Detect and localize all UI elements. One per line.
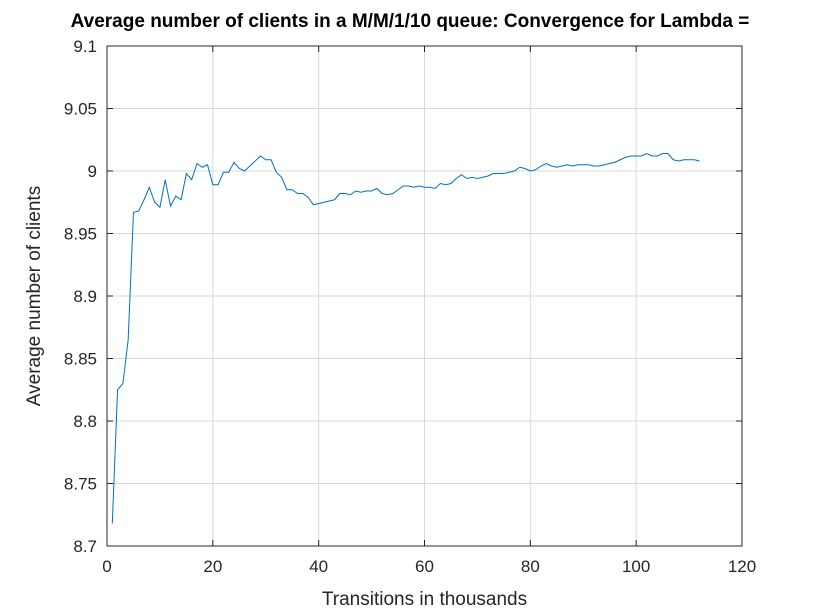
y-tick-label: 9.1 xyxy=(73,37,97,56)
y-tick-label: 8.75 xyxy=(64,475,97,494)
y-axis-label: Average number of clients xyxy=(24,186,45,406)
x-tick-label: 100 xyxy=(622,557,650,576)
series-layer xyxy=(111,152,700,524)
y-tick-label: 8.8 xyxy=(73,412,97,431)
y-gridlines xyxy=(107,45,742,547)
x-axis-label: Transitions in thousands xyxy=(322,589,527,610)
x-tick-label: 80 xyxy=(521,557,540,576)
chart-title: Average number of clients in a M/M/1/10 … xyxy=(71,11,750,32)
x-tick-label: 40 xyxy=(309,557,328,576)
x-tick-label: 120 xyxy=(728,557,756,576)
x-tick-label: 60 xyxy=(415,557,434,576)
y-tick-label: 8.85 xyxy=(64,350,97,369)
y-tick-label: 9 xyxy=(88,162,97,181)
series-line xyxy=(111,152,700,524)
x-axis-ticks: 0 20 40 60 80 100 120 xyxy=(102,46,756,576)
y-axis-ticks: 8.7 8.75 8.8 8.85 8.9 8.95 9 9.05 9.1 xyxy=(64,37,742,556)
x-tick-label: 20 xyxy=(203,557,222,576)
x-tick-label: 0 xyxy=(102,557,111,576)
y-tick-label: 8.95 xyxy=(64,225,97,244)
y-tick-label: 9.05 xyxy=(64,100,97,119)
y-tick-label: 8.7 xyxy=(73,537,97,556)
y-tick-label: 8.9 xyxy=(73,287,97,306)
